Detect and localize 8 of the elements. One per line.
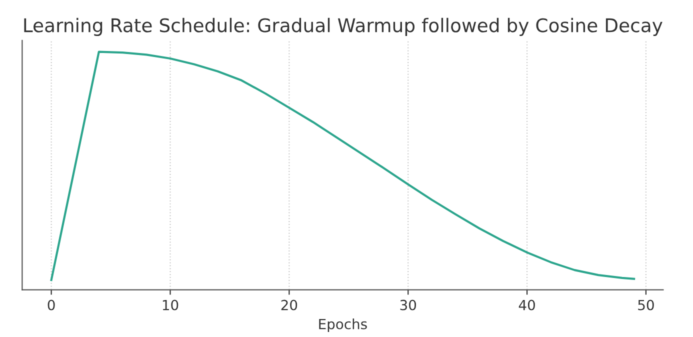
x-axis-title: Epochs xyxy=(319,318,367,332)
x-tick-label: 10 xyxy=(162,300,178,310)
chart-title: Learning Rate Schedule: Gradual Warmup followed by Cosine Decay xyxy=(24,18,662,36)
x-tick-label: 40 xyxy=(518,300,535,310)
x-tick-label: 50 xyxy=(638,300,654,310)
x-tick-label: 0 xyxy=(48,300,55,310)
x-tick-label: 20 xyxy=(281,300,298,310)
x-tick-label: 30 xyxy=(400,300,416,310)
